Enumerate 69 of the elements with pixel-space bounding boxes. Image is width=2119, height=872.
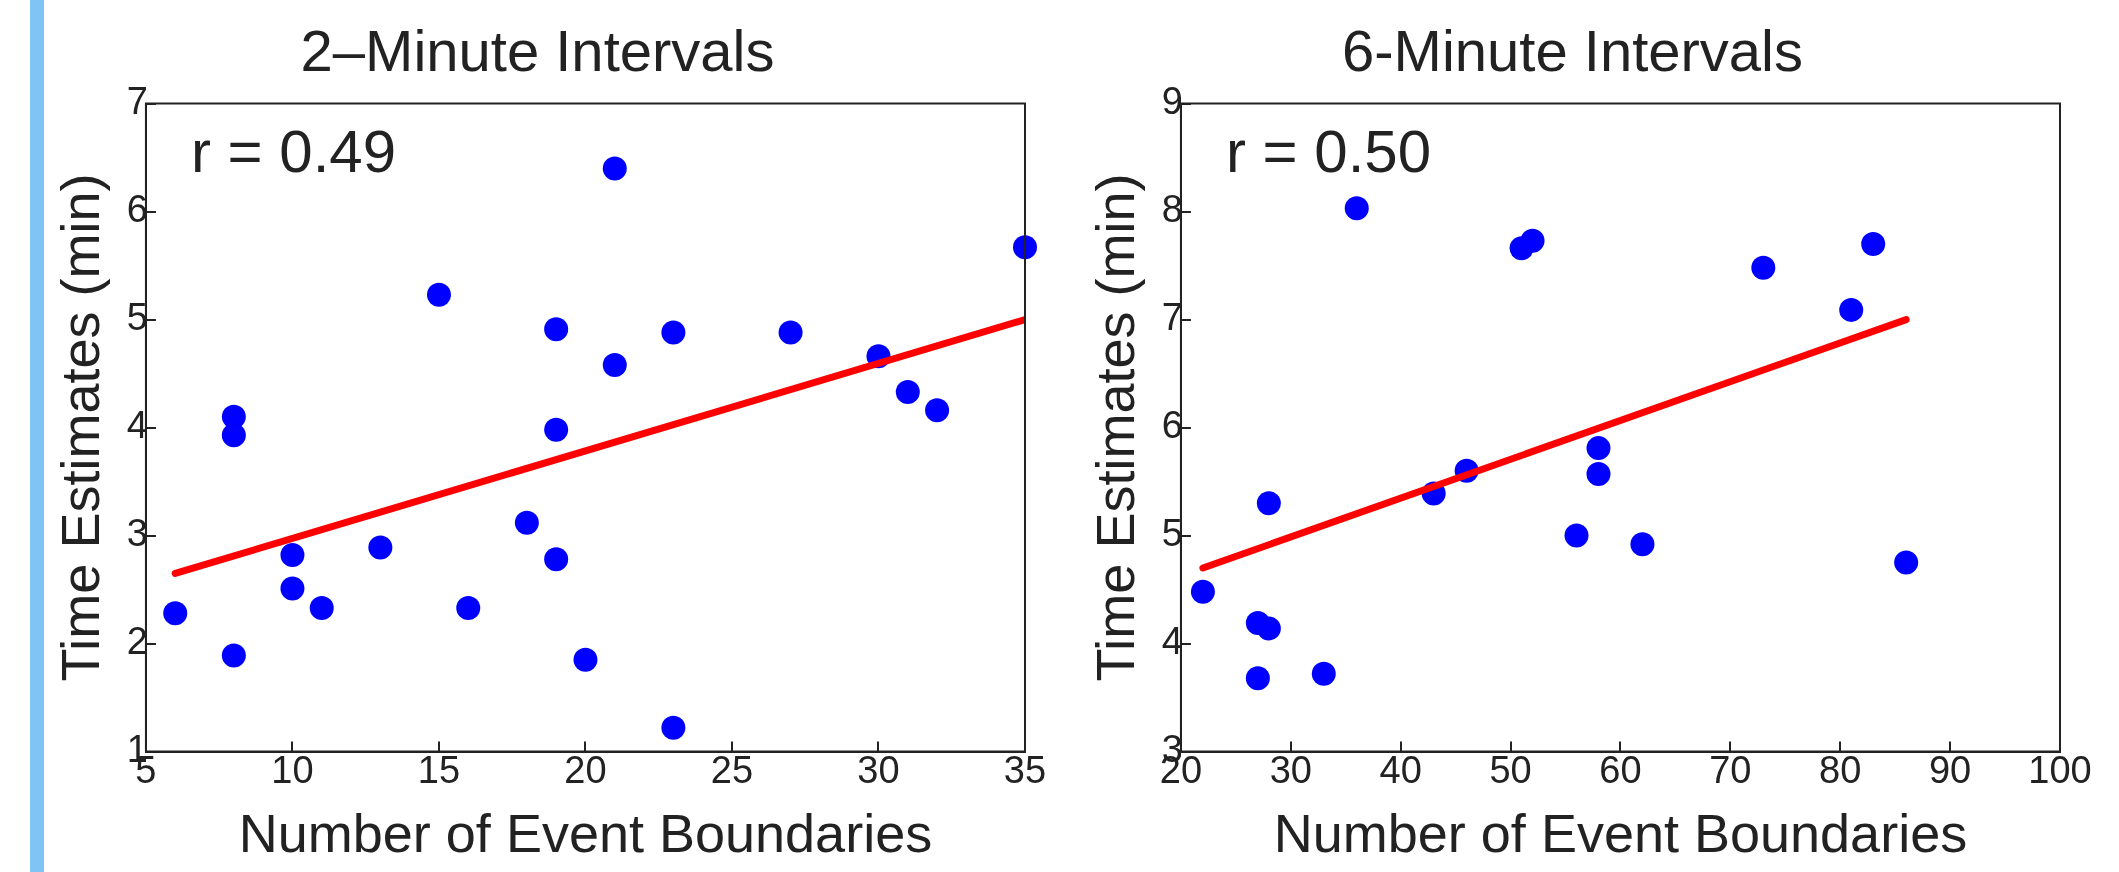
point (1520, 228, 1545, 253)
x-tick-label: 30 (857, 748, 900, 791)
point (1344, 196, 1369, 221)
point (544, 417, 569, 442)
point (1256, 491, 1281, 516)
point (1311, 661, 1336, 686)
annotation: r = 0.49 (190, 118, 397, 186)
x-tick-label: 15 (417, 748, 461, 791)
point (426, 282, 451, 307)
point (895, 379, 920, 404)
y-tick-label: 8 (1161, 188, 1183, 231)
y-tick-label: 5 (1161, 512, 1183, 555)
y-tick-label: 5 (126, 296, 148, 339)
point (602, 156, 627, 181)
x-tick-label: 30 (1269, 748, 1312, 791)
point (544, 317, 569, 342)
x-tick-label: 70 (1709, 748, 1752, 791)
y-tick-label: 3 (126, 512, 148, 555)
point (602, 352, 627, 377)
point (661, 715, 686, 740)
annotation: r = 0.50 (1225, 118, 1432, 186)
point (221, 643, 246, 668)
x-tick-label: 35 (1003, 748, 1047, 791)
y-tick-label: 7 (126, 80, 148, 123)
x-axis-title: Number of Event Boundaries (1273, 803, 1968, 864)
point (1861, 232, 1886, 256)
point (1839, 297, 1864, 322)
y-tick-label: 7 (1161, 296, 1183, 339)
point (163, 601, 188, 626)
y-tick-label: 2 (126, 620, 148, 663)
point (221, 423, 246, 448)
point (1630, 532, 1655, 557)
chart-title: 6-Minute Intervals (1342, 17, 1803, 83)
point (368, 535, 393, 560)
point (514, 510, 539, 535)
point (280, 576, 305, 601)
y-tick-label: 6 (1161, 404, 1183, 447)
x-tick-label: 100 (2028, 748, 2092, 791)
point (1564, 523, 1589, 548)
x-tick-label: 80 (1819, 748, 1862, 791)
y-tick-label: 9 (1161, 80, 1183, 123)
x-tick-label: 50 (1489, 748, 1532, 791)
point (925, 398, 950, 423)
point (1245, 666, 1270, 691)
point (1256, 616, 1281, 641)
y-axis-title: Time Estimates (min) (1085, 173, 1146, 682)
chart-title: 2–Minute Intervals (300, 17, 775, 83)
x-tick-label: 25 (710, 748, 754, 791)
point (544, 547, 569, 572)
point (1751, 255, 1776, 280)
point (573, 647, 598, 672)
x-tick-label: 40 (1379, 748, 1422, 791)
point (1894, 550, 1919, 575)
point (1190, 579, 1215, 604)
x-tick-label: 60 (1599, 748, 1642, 791)
y-axis-title: Time Estimates (min) (50, 173, 111, 682)
point (1586, 436, 1611, 461)
x-tick-label: 90 (1928, 748, 1972, 791)
point (456, 595, 481, 620)
x-tick-label: 20 (564, 748, 607, 791)
point (280, 543, 305, 568)
y-tick-label: 6 (126, 188, 148, 231)
x-axis-title: Number of Event Boundaries (238, 803, 933, 864)
point (1013, 235, 1037, 260)
point (309, 595, 334, 620)
point (1586, 462, 1611, 487)
point (661, 320, 686, 345)
point (778, 320, 803, 345)
x-tick-label: 10 (271, 748, 314, 791)
